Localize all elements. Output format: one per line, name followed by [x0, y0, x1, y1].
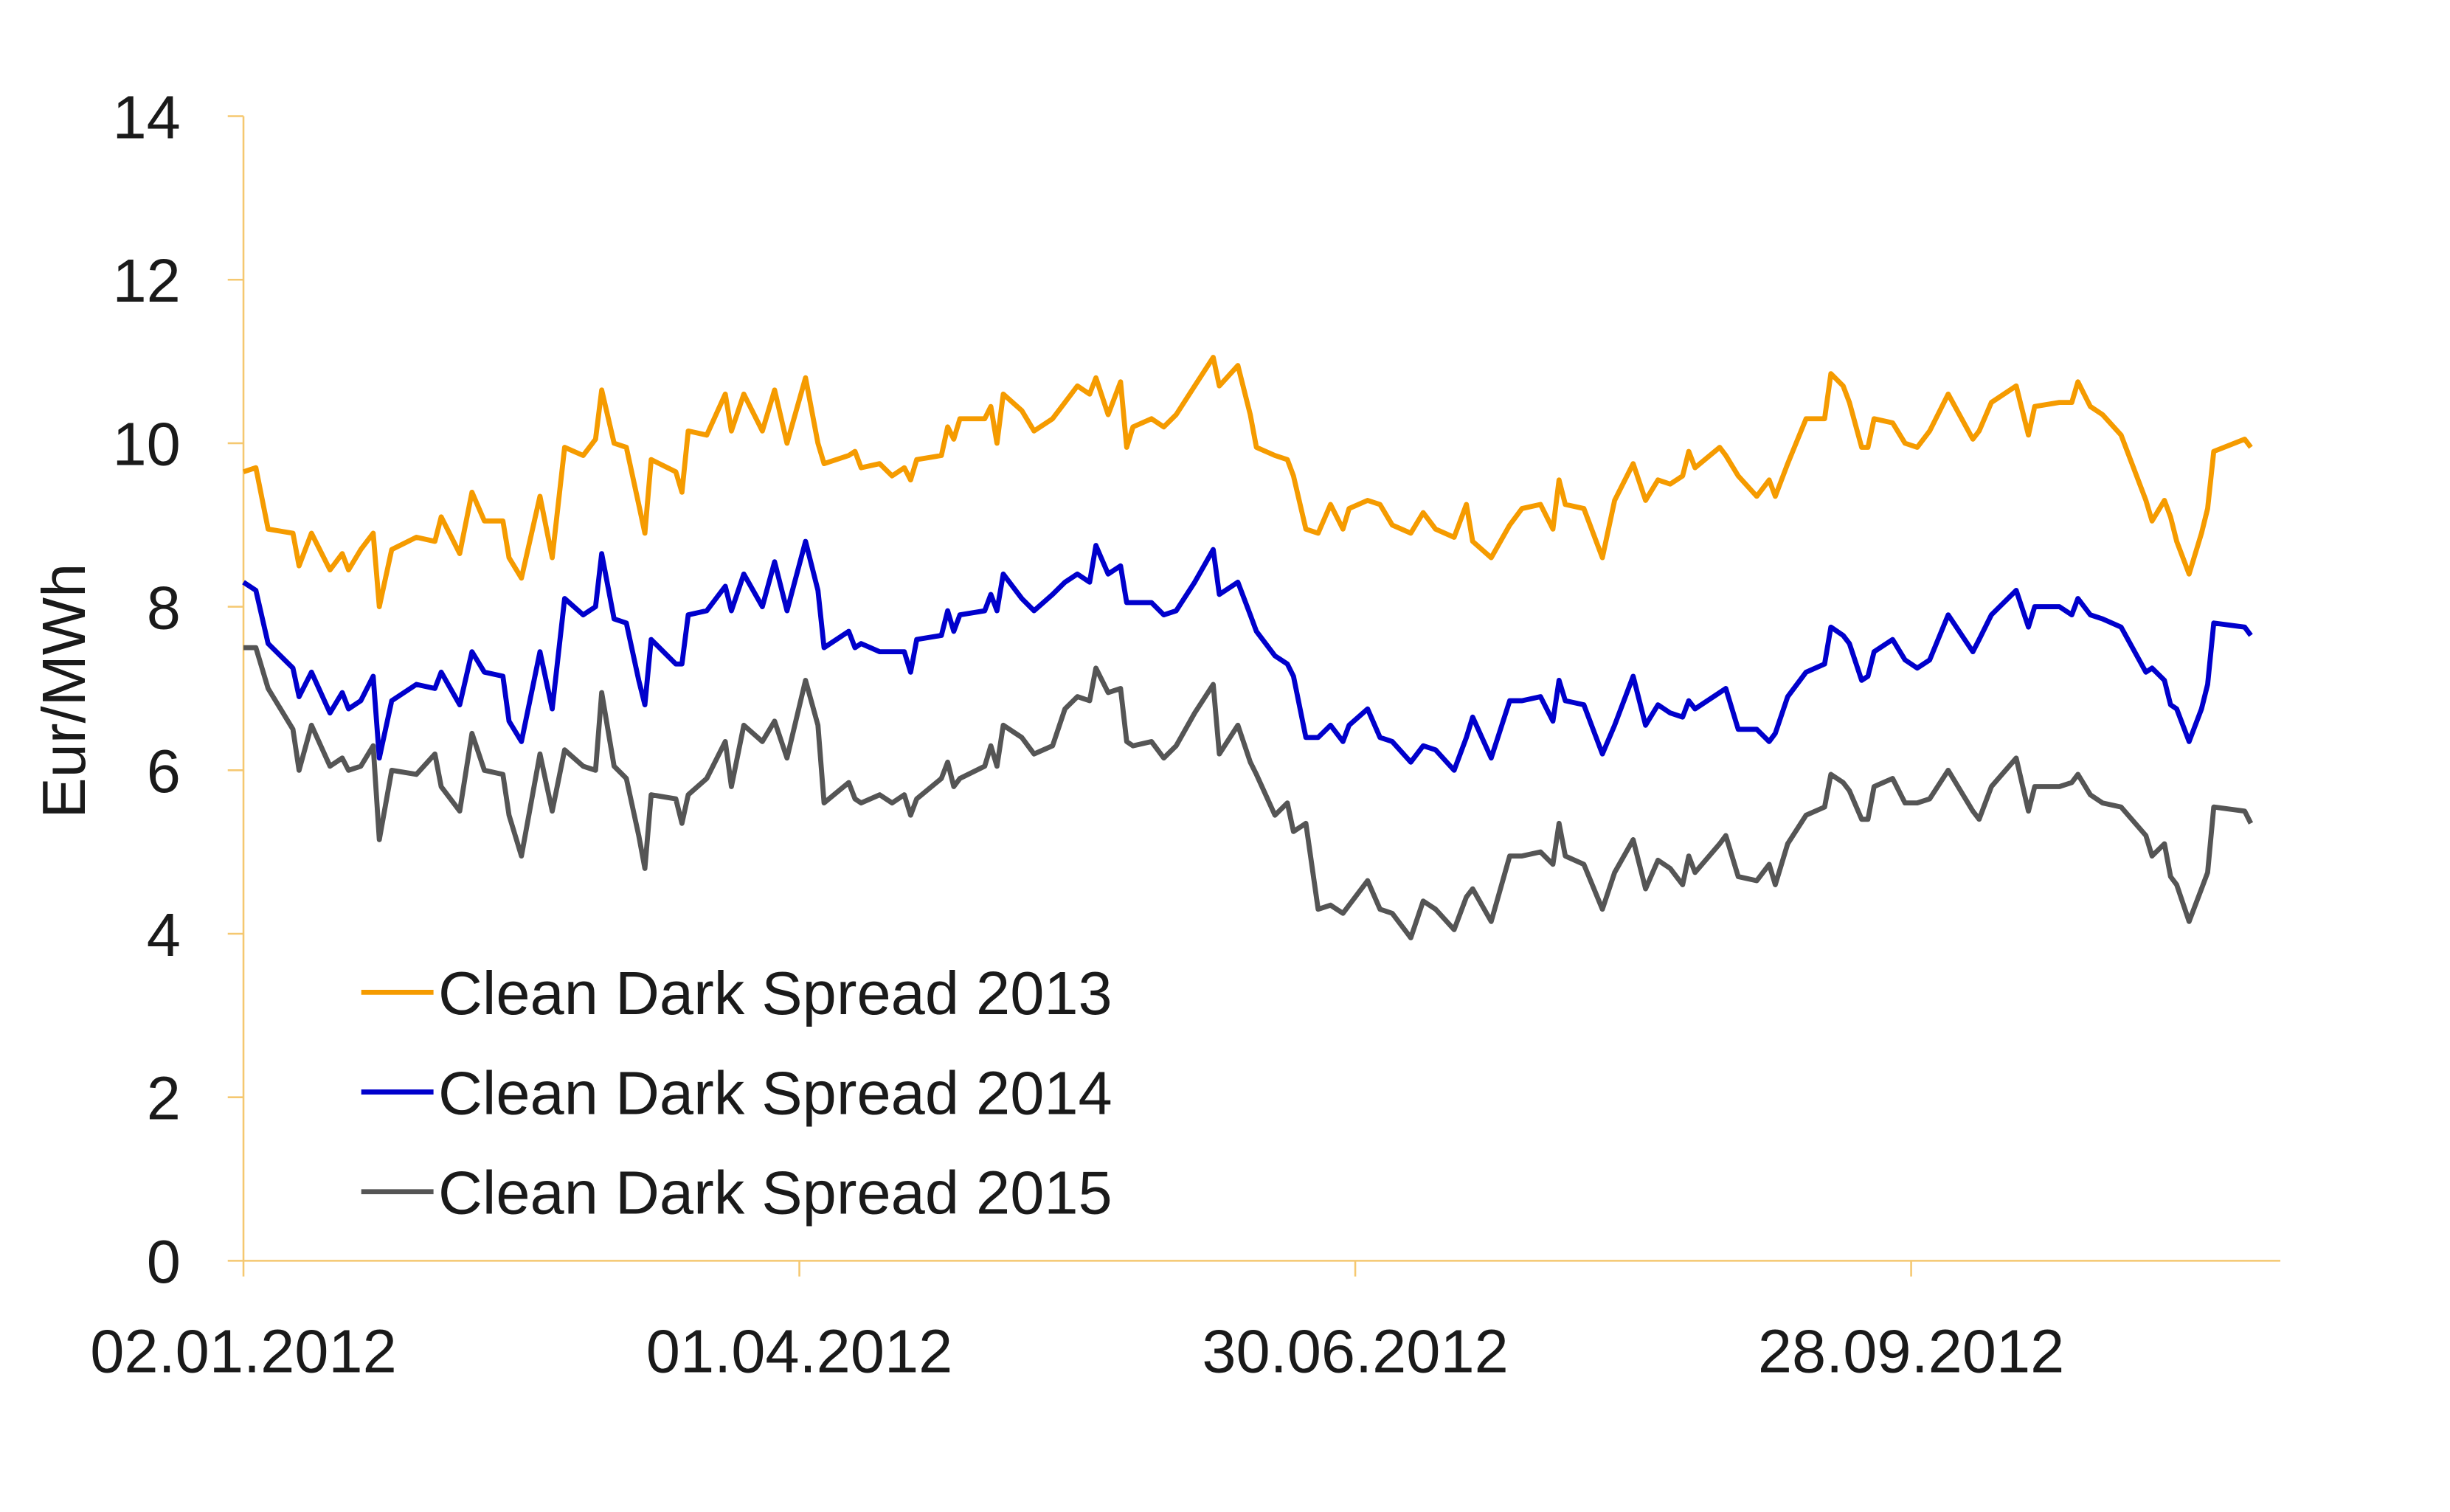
y-tick-label: 6 [147, 737, 181, 805]
legend-label: Clean Dark Spread 2015 [438, 1159, 1112, 1227]
x-tick-label: 28.09.2012 [1758, 1317, 2064, 1386]
series-line-2015 [243, 645, 2254, 940]
y-axis-label: Eur/MWh [30, 563, 98, 819]
y-tick-label: 14 [113, 83, 181, 151]
x-tick-label: 02.01.2012 [90, 1317, 396, 1386]
legend-item: Clean Dark Spread 2013 [361, 959, 1112, 1027]
y-tick-label: 8 [147, 573, 181, 642]
y-tick-label: 12 [113, 246, 181, 315]
y-tick-label: 4 [147, 901, 181, 969]
legend-item: Clean Dark Spread 2014 [361, 1058, 1112, 1127]
axes [242, 116, 2281, 1262]
series-line-2013 [242, 355, 2253, 609]
y-axis-ticks: 0 2 4 6 8 10 12 14 [113, 83, 244, 1296]
legend: Clean Dark Spread 2013 Clean Dark Spread … [361, 959, 1112, 1227]
legend-label: Clean Dark Spread 2014 [438, 1058, 1112, 1127]
legend-item: Clean Dark Spread 2015 [361, 1159, 1112, 1227]
series-lines [242, 355, 2254, 940]
y-tick-label: 10 [113, 410, 181, 479]
series-line-2014 [242, 538, 2253, 773]
x-axis-ticks: 02.01.2012 01.04.2012 30.06.2012 28.09.2012 [90, 1260, 2064, 1386]
y-tick-label: 2 [147, 1064, 181, 1133]
x-tick-label: 30.06.2012 [1202, 1317, 1508, 1386]
legend-label: Clean Dark Spread 2013 [438, 959, 1112, 1027]
x-tick-label: 01.04.2012 [646, 1317, 952, 1386]
y-tick-label: 0 [147, 1227, 181, 1296]
